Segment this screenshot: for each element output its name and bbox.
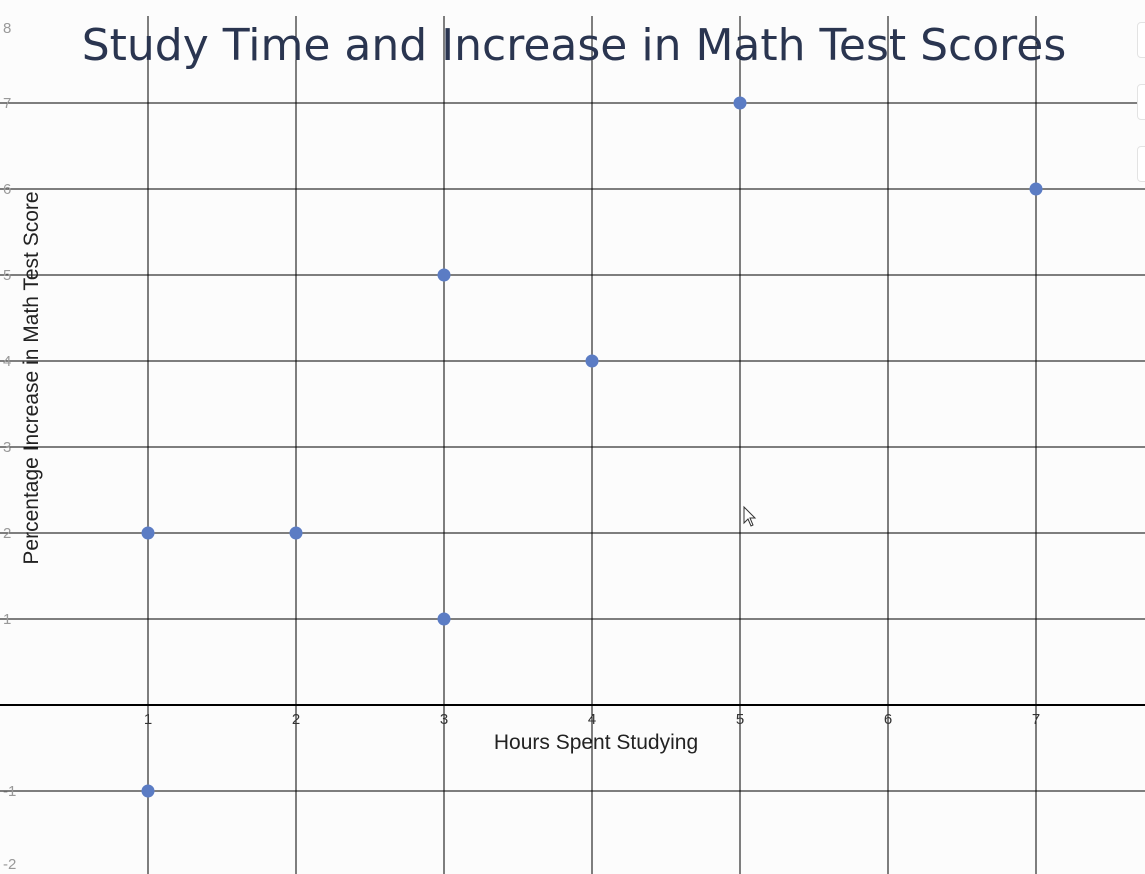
x-tick-label: 1 <box>144 711 152 728</box>
x-tick-label: 7 <box>1032 711 1040 728</box>
data-point[interactable] <box>1029 182 1043 196</box>
mouse-pointer-icon <box>743 505 757 527</box>
data-point[interactable] <box>289 526 303 540</box>
data-point[interactable] <box>437 612 451 626</box>
y-tick-label: -2 <box>3 856 16 873</box>
data-point[interactable] <box>437 268 451 282</box>
y-tick-label: 7 <box>3 95 11 112</box>
x-tick-label: 2 <box>292 711 300 728</box>
y-tick-label: 5 <box>3 267 11 284</box>
side-panel-tab[interactable] <box>1137 146 1145 182</box>
y-tick-label: 8 <box>3 20 11 37</box>
x-axis-label: Hours Spent Studying <box>494 731 698 754</box>
grid-lines <box>0 16 1145 874</box>
data-point[interactable] <box>585 354 599 368</box>
y-tick-label: 3 <box>3 439 11 456</box>
y-tick-label: 2 <box>3 525 11 542</box>
tick-labels: 1 2 3 4 5 6 7 -2 -1 1 2 3 4 5 6 7 8 <box>3 20 1040 873</box>
x-tick-label: 6 <box>884 711 892 728</box>
y-tick-label: -1 <box>3 783 16 800</box>
side-panel-tab[interactable] <box>1137 22 1145 58</box>
data-points <box>141 96 1043 798</box>
x-tick-label: 4 <box>588 711 596 728</box>
data-point[interactable] <box>141 526 155 540</box>
y-tick-label: 6 <box>3 181 11 198</box>
data-point[interactable] <box>141 784 155 798</box>
y-tick-label: 1 <box>3 611 11 628</box>
x-tick-label: 5 <box>736 711 744 728</box>
y-tick-label: 4 <box>3 353 11 370</box>
side-panel-tab[interactable] <box>1137 84 1145 120</box>
data-point[interactable] <box>733 96 747 110</box>
chart-title: Study Time and Increase in Math Test Sco… <box>82 20 1067 71</box>
y-axis-label: Percentage Increase in Math Test Score <box>20 191 43 564</box>
x-tick-label: 3 <box>440 711 448 728</box>
